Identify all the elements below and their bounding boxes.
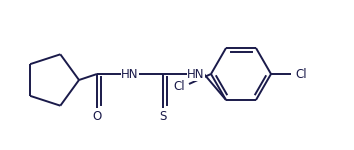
- Text: HN: HN: [121, 68, 139, 81]
- Text: Cl: Cl: [173, 80, 185, 93]
- Text: S: S: [159, 110, 167, 123]
- Text: HN: HN: [187, 68, 205, 81]
- Text: O: O: [92, 110, 102, 123]
- Text: Cl: Cl: [295, 68, 307, 81]
